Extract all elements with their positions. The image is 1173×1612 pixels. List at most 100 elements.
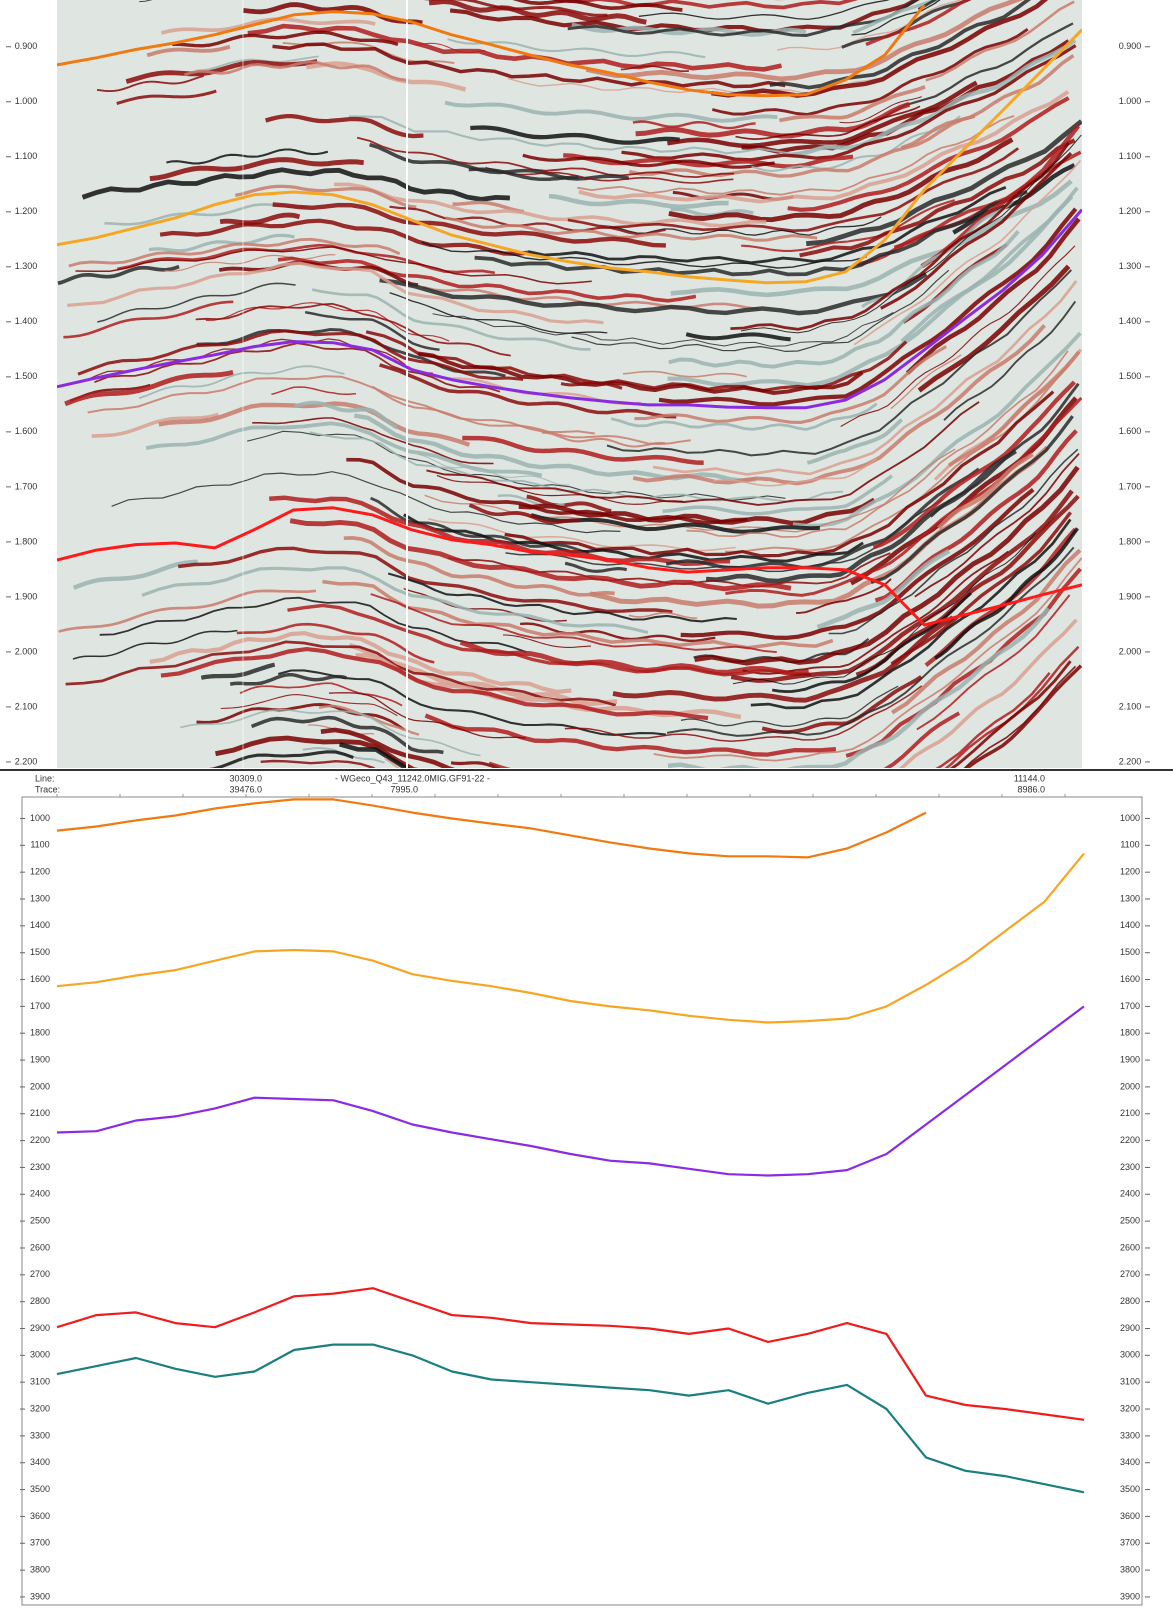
seismic-texture (57, 0, 1082, 768)
seismic-reflector (260, 759, 376, 768)
y-tick-label: 1300 (30, 893, 50, 903)
seismic-reflector (343, 536, 615, 597)
seismic-reflector (444, 100, 778, 123)
line-value: 30309.0 (229, 773, 262, 783)
horizon-line (56, 1005, 1085, 1177)
seismic-reflector (183, 60, 407, 82)
y2-tick-label: 1300 (1120, 893, 1140, 903)
seismic-reflector (610, 402, 878, 431)
seismic-reflector (462, 435, 704, 465)
seismic-reflector (289, 518, 792, 592)
seismic-reflector (620, 65, 689, 73)
seismic-reflector (311, 288, 591, 351)
y2-tick-label: 1.300 (1119, 261, 1142, 271)
y2-tick-label: 1700 (1120, 1001, 1140, 1011)
y2-tick-label: 3500 (1120, 1484, 1140, 1494)
seismic-reflector (527, 185, 1007, 265)
seismic-reflector (925, 0, 1075, 82)
seismic-reflector (750, 518, 1072, 710)
seismic-reflector (468, 503, 580, 525)
seismic-reflector (900, 54, 1075, 150)
seismic-reflector (348, 115, 841, 155)
y2-tick-label: 2.100 (1119, 701, 1142, 711)
y2-tick-label: 3600 (1120, 1511, 1140, 1521)
seismic-reflector (389, 205, 666, 236)
seismic-reflector (606, 269, 1073, 457)
y-tick-label: 1900 (30, 1054, 50, 1064)
seismic-reflector (116, 89, 217, 105)
y-tick-label: 1400 (30, 920, 50, 930)
seismic-reflector (265, 113, 424, 139)
y2-tick-label: 2500 (1120, 1216, 1140, 1226)
y-tick-label: 2.200 (15, 756, 38, 766)
seismic-reflector (652, 280, 1078, 476)
seismic-reflector (304, 310, 440, 352)
y2-tick-label: 1.500 (1119, 371, 1142, 381)
y-tick-label: 2.000 (15, 646, 38, 656)
seismic-reflector (417, 453, 570, 486)
seismic-reflector (328, 692, 526, 739)
y2-tick-label: 2600 (1120, 1242, 1140, 1252)
seismic-reflector (787, 96, 1070, 212)
seismic-reflector (571, 269, 950, 353)
y2-tick-label: 1400 (1120, 920, 1140, 930)
y-tick-label: 1800 (30, 1028, 50, 1038)
seismic-reflector (711, 0, 1049, 98)
y2-tick-label: 1.000 (1119, 96, 1142, 106)
seismic-reflector (796, 578, 892, 614)
seismic-reflector (72, 559, 198, 590)
seismic-reflector (963, 665, 1077, 768)
seismic-reflector (725, 396, 1082, 597)
seismic-reflector (387, 572, 737, 623)
seismic-reflector (634, 345, 947, 424)
seismic-reflector (653, 557, 1082, 762)
seismic-reflector (177, 546, 673, 614)
seismic-reflector (91, 412, 219, 438)
y-tick-label: 1700 (30, 1001, 50, 1011)
y-tick-label: 1.800 (15, 536, 38, 546)
y2-tick-label: 1.200 (1119, 206, 1142, 216)
y-tick-label: 1600 (30, 974, 50, 984)
seismic-reflector (146, 44, 231, 58)
seismic-reflector (219, 212, 301, 226)
seismic-reflector (964, 664, 1082, 768)
y-tick-label: 1500 (30, 947, 50, 957)
y2-tick-label: 1.800 (1119, 536, 1142, 546)
y2-tick-label: 3300 (1120, 1430, 1140, 1440)
seismic-reflector (208, 750, 354, 768)
seismic-reflector (632, 323, 1046, 486)
seismic-reflector (917, 264, 1071, 393)
line-value: 11144.0 (1014, 773, 1045, 783)
seismic-reflector (370, 593, 777, 654)
seismic-reflector (577, 115, 1015, 196)
seismic-reflector (512, 0, 683, 12)
seismic-reflector (567, 0, 920, 38)
y-tick-label: 1.600 (15, 426, 38, 436)
y-tick-label: 2500 (30, 1216, 50, 1226)
seismic-reflector (952, 163, 1076, 235)
seismic-reflector (287, 603, 812, 677)
seismic-reflector (805, 119, 1082, 247)
seismic-reflector (870, 415, 1074, 584)
seismic-reflector (564, 685, 923, 742)
seismic-reflector (459, 639, 810, 676)
seismic-reflector (239, 682, 403, 707)
seismic-reflector (792, 331, 1082, 528)
seismic-reflector (741, 199, 955, 252)
seismic-reflector (769, 0, 1032, 90)
seismic-reflector (247, 430, 786, 501)
seismic-reflector (436, 474, 683, 505)
seismic-reflector (166, 148, 329, 165)
seismic-reflector (148, 233, 295, 253)
seismic-reflector (58, 589, 317, 633)
seismic-reflector (195, 302, 511, 357)
seismic-reflector (247, 23, 782, 72)
seismic-reflector (220, 694, 398, 717)
seismic-reflector (149, 157, 364, 182)
seismic-reflector (621, 44, 1077, 162)
seismic-reflector (883, 711, 961, 768)
y-tick-label: 3000 (30, 1350, 50, 1360)
y-tick-label: 3900 (30, 1591, 50, 1601)
y-tick-label: 1000 (30, 813, 50, 823)
